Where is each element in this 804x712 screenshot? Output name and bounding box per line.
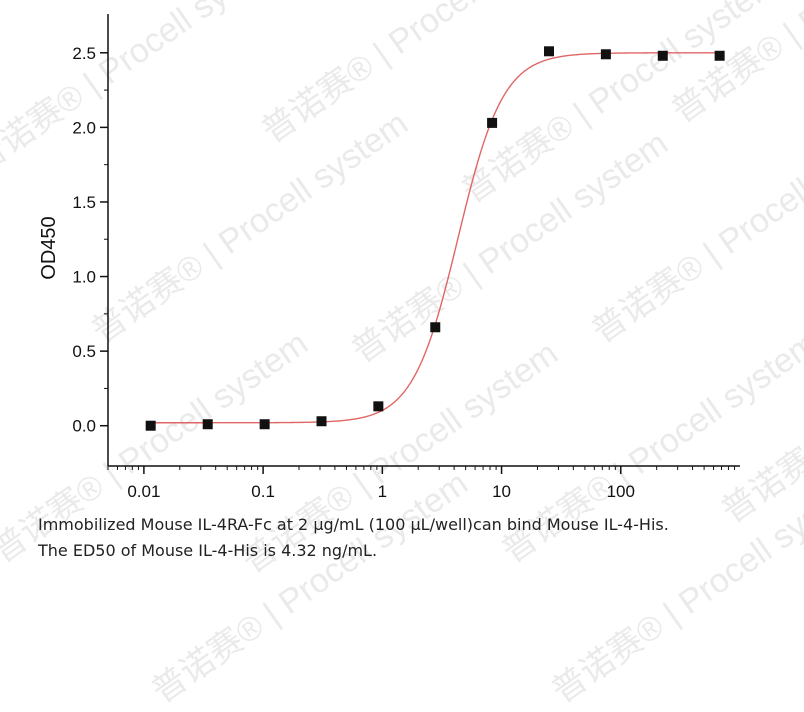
y-tick-label: 0.5 [72, 342, 96, 361]
data-point [430, 322, 441, 333]
data-point [145, 420, 156, 431]
fit-curve [150, 52, 720, 424]
y-tick-label: 2.5 [72, 44, 96, 63]
x-tick-label: 100 [607, 482, 635, 501]
y-axis-label: OD450 [38, 216, 60, 279]
y-tick-label: 0.0 [72, 417, 96, 436]
axes: 0.0 0.5 1.0 1.5 2.0 2.5 0.01 0.1 1 10 100 [72, 14, 740, 501]
y-tick-label: 1.0 [72, 268, 96, 287]
data-point [714, 50, 725, 61]
caption-line-2: The ED50 of Mouse IL-4-His is 4.32 ng/mL… [38, 541, 378, 560]
data-point [316, 416, 327, 427]
data-point [543, 46, 554, 57]
data-point [487, 117, 498, 128]
y-tick-label: 1.5 [72, 193, 96, 212]
x-tick-label: 10 [492, 482, 511, 501]
x-tick-label: 0.01 [127, 482, 160, 501]
fit-curve-layer [150, 52, 720, 424]
data-points-layer [145, 46, 725, 431]
data-point [657, 50, 668, 61]
caption-line-1: Immobilized Mouse IL-4RA-Fc at 2 μg/mL (… [38, 515, 669, 534]
x-tick-label: 0.1 [251, 482, 275, 501]
x-tick-label: 1 [378, 482, 387, 501]
data-point [259, 419, 270, 430]
data-point [202, 419, 213, 430]
binding-curve-chart: 0.0 0.5 1.0 1.5 2.0 2.5 0.01 0.1 1 10 100 OD450 [38, 14, 740, 501]
data-point [600, 49, 611, 60]
data-point [373, 401, 384, 412]
figure-caption: Immobilized Mouse IL-4RA-Fc at 2 μg/mL (… [38, 512, 798, 564]
y-tick-label: 2.0 [72, 118, 96, 137]
